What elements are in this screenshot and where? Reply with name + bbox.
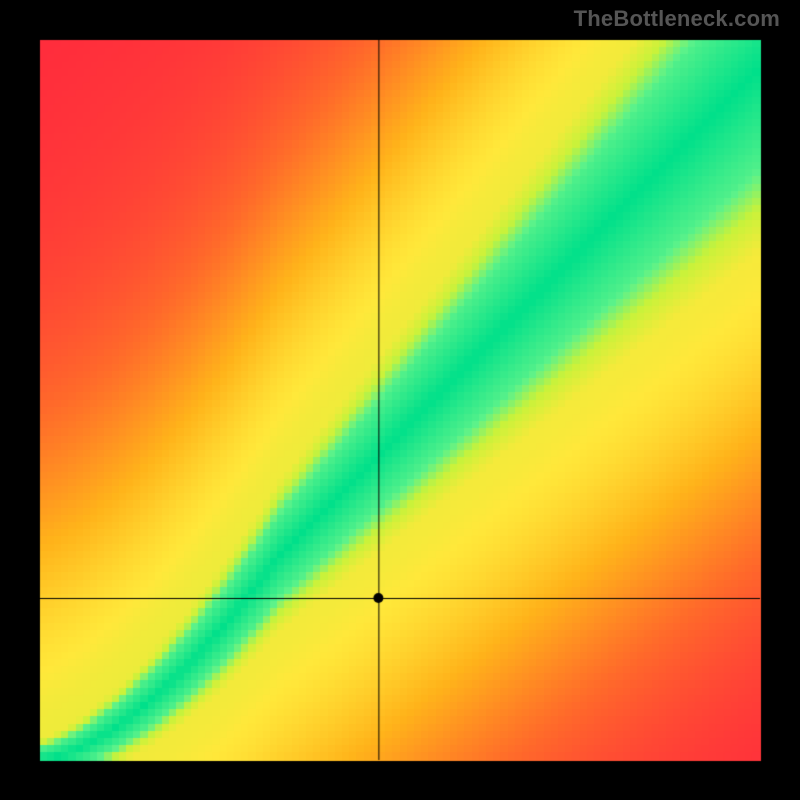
chart-container: TheBottleneck.com [0, 0, 800, 800]
heatmap-canvas [0, 0, 800, 800]
